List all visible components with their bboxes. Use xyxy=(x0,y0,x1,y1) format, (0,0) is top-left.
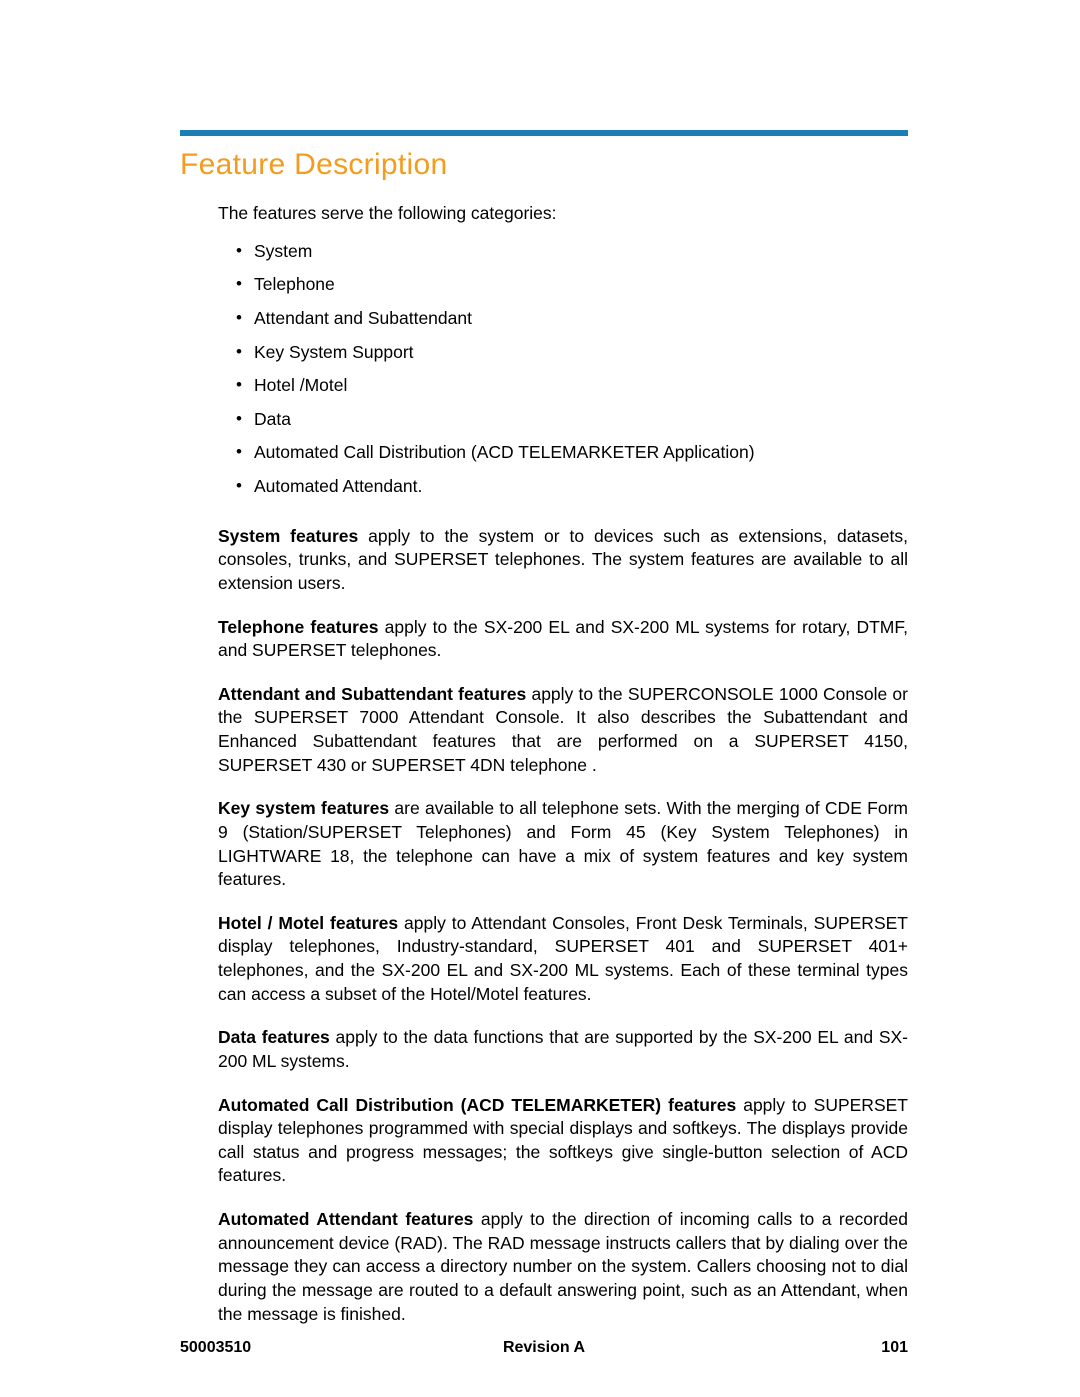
paragraph-lead: System features xyxy=(218,526,358,546)
paragraph-lead: Automated Attendant features xyxy=(218,1209,473,1229)
document-page: Feature Description The features serve t… xyxy=(0,0,1080,1397)
list-item: Data xyxy=(218,408,908,432)
footer-revision: Revision A xyxy=(180,1339,908,1357)
list-item: Hotel /Motel xyxy=(218,374,908,398)
body-content: The features serve the following categor… xyxy=(218,202,908,1346)
category-list: System Telephone Attendant and Subattend… xyxy=(218,240,908,499)
paragraph-lead: Attendant and Subattendant features xyxy=(218,684,526,704)
paragraph-lead: Hotel / Motel features xyxy=(218,913,398,933)
paragraph-system: System features apply to the system or t… xyxy=(218,525,908,596)
list-item: Key System Support xyxy=(218,341,908,365)
top-rule xyxy=(180,130,908,136)
paragraph-lead: Automated Call Distribution (ACD TELEMAR… xyxy=(218,1095,736,1115)
paragraph-lead: Telephone features xyxy=(218,617,378,637)
paragraph-hotel-motel: Hotel / Motel features apply to Attendan… xyxy=(218,912,908,1007)
section-heading: Feature Description xyxy=(180,148,447,182)
intro-text: The features serve the following categor… xyxy=(218,202,908,226)
paragraph-telephone: Telephone features apply to the SX-200 E… xyxy=(218,616,908,663)
paragraph-key-system: Key system features are available to all… xyxy=(218,797,908,892)
paragraph-data: Data features apply to the data function… xyxy=(218,1026,908,1073)
list-item: Automated Call Distribution (ACD TELEMAR… xyxy=(218,441,908,465)
list-item: System xyxy=(218,240,908,264)
list-item: Attendant and Subattendant xyxy=(218,307,908,331)
paragraph-auto-attendant: Automated Attendant features apply to th… xyxy=(218,1208,908,1326)
list-item: Telephone xyxy=(218,273,908,297)
paragraph-lead: Data features xyxy=(218,1027,330,1047)
paragraph-lead: Key system features xyxy=(218,798,389,818)
footer-page-number: 101 xyxy=(881,1339,908,1357)
paragraph-attendant: Attendant and Subattendant features appl… xyxy=(218,683,908,778)
list-item: Automated Attendant. xyxy=(218,475,908,499)
paragraph-acd: Automated Call Distribution (ACD TELEMAR… xyxy=(218,1094,908,1189)
